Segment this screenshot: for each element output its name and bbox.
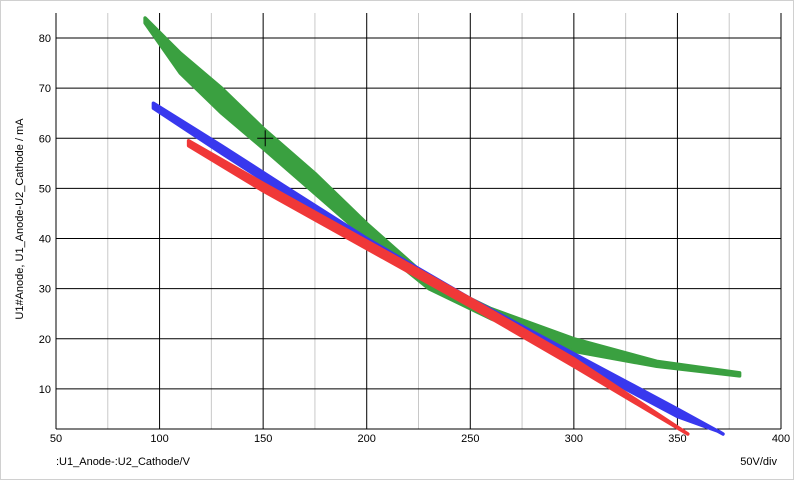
y-tick-label: 70 xyxy=(39,83,51,95)
x-tick-label: 200 xyxy=(358,433,376,445)
series-2-curve xyxy=(151,101,725,436)
x-tick-label: 100 xyxy=(150,433,168,445)
y-tick-label: 10 xyxy=(39,384,51,396)
y-axis-label: U1#Anode, U1_Anode-U2_Cathode / mA xyxy=(14,118,26,320)
y-tick-label: 80 xyxy=(39,33,51,45)
x-tick-label: 350 xyxy=(668,433,686,445)
x-tick-label: 50 xyxy=(50,433,62,445)
y-tick-label: 50 xyxy=(39,183,51,195)
y-tick-label: 30 xyxy=(39,284,51,296)
x-tick-label: 150 xyxy=(254,433,272,445)
cursor-crosshair xyxy=(257,130,274,147)
x-tick-label: 400 xyxy=(772,433,790,445)
series-1-curve xyxy=(143,16,742,378)
x-axis-label: :U1_Anode-:U2_Cathode/V xyxy=(56,456,190,468)
series-3-curve xyxy=(186,139,690,436)
series-layer xyxy=(143,16,742,436)
grid xyxy=(55,13,782,430)
y-tick-label: 20 xyxy=(39,334,51,346)
x-tick-label: 250 xyxy=(461,433,479,445)
scale-per-division: 50V/div xyxy=(740,456,777,468)
x-tick-label: 300 xyxy=(565,433,583,445)
y-tick-label: 40 xyxy=(39,234,51,246)
tick-labels: 50 100 150 200 250 300 350 400 10 20 30 40 50 60 70 80 xyxy=(39,33,790,445)
y-tick-label: 60 xyxy=(39,133,51,145)
